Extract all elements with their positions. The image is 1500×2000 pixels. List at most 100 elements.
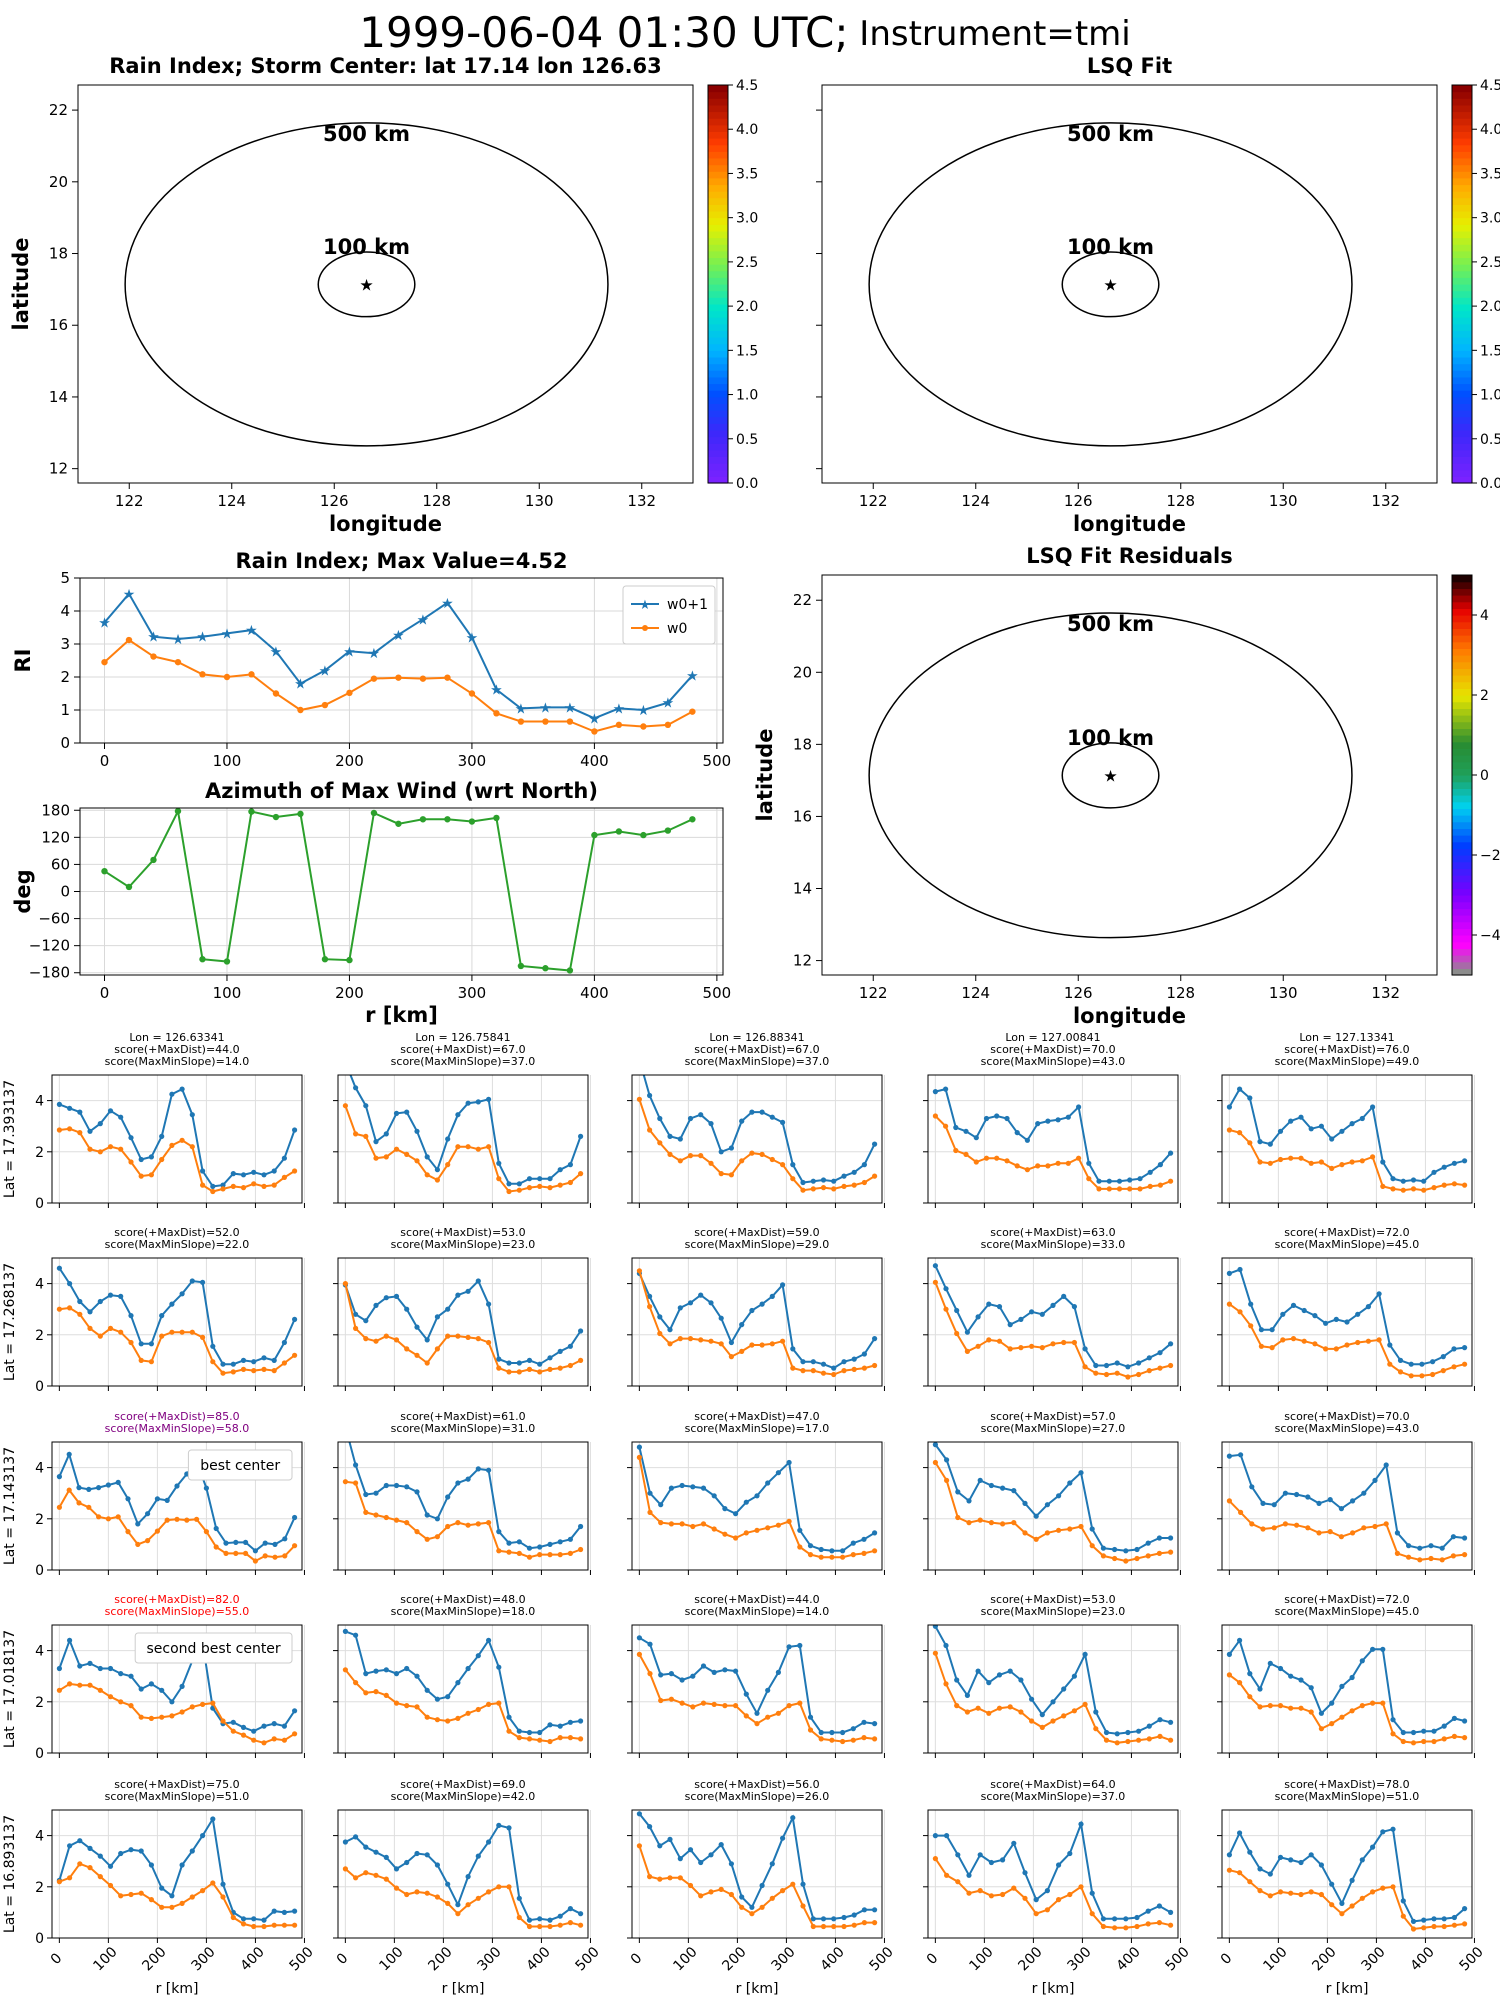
map-cell <box>183 230 190 235</box>
map-cell <box>427 217 434 222</box>
map-cell <box>516 369 523 374</box>
map-cell <box>266 320 273 325</box>
map-cell <box>125 436 132 441</box>
map-cell <box>292 141 299 146</box>
map-cell <box>414 347 421 352</box>
map-cell <box>491 127 498 132</box>
map-cell <box>145 374 152 379</box>
map-cell <box>119 432 126 437</box>
map-cell <box>202 145 209 150</box>
map-cell <box>446 168 453 173</box>
map-cell <box>503 118 510 123</box>
map-cell <box>138 427 145 432</box>
map-cell <box>132 150 139 155</box>
map-cell <box>311 168 318 173</box>
map-cell <box>157 284 164 289</box>
map-cell <box>529 306 536 311</box>
map-cell <box>324 114 331 119</box>
map-cell <box>401 342 408 347</box>
map-cell <box>279 414 286 419</box>
map-cell <box>324 342 331 347</box>
map-cell <box>228 329 235 334</box>
map-cell <box>516 262 523 267</box>
map-cell <box>292 271 299 276</box>
map-cell <box>311 432 318 437</box>
map-cell <box>337 208 344 213</box>
map-cell <box>535 436 542 441</box>
map-cell <box>132 221 139 226</box>
map-cell <box>241 181 248 186</box>
map-cell <box>375 342 382 347</box>
map-cell <box>234 266 241 271</box>
map-cell <box>484 185 491 190</box>
map-cell <box>362 172 369 177</box>
map-cell <box>119 154 126 159</box>
map-cell <box>324 275 331 280</box>
map-cell <box>401 436 408 441</box>
map-cell <box>151 123 158 128</box>
map-cell <box>311 320 318 325</box>
map-cell <box>407 387 414 392</box>
map-cell <box>215 181 222 186</box>
map-cell <box>369 432 376 437</box>
map-cell <box>190 315 197 320</box>
map-cell <box>247 132 254 137</box>
map-cell <box>414 383 421 388</box>
map-cell <box>254 441 261 446</box>
map-cell <box>459 445 466 450</box>
map-cell <box>286 208 293 213</box>
map-cell <box>427 280 434 285</box>
map-cell <box>362 154 369 159</box>
map-cell <box>388 378 395 383</box>
map-cell <box>298 181 305 186</box>
map-cell <box>177 374 184 379</box>
map-cell <box>388 356 395 361</box>
map-cell <box>292 441 299 446</box>
map-cell <box>503 190 510 195</box>
map-cell <box>215 118 222 123</box>
map-cell <box>222 127 229 132</box>
map-cell <box>350 360 357 365</box>
map-cell <box>215 423 222 428</box>
map-cell <box>298 401 305 406</box>
map-cell <box>350 374 357 379</box>
map-cell <box>202 266 209 271</box>
map-cell <box>157 275 164 280</box>
map-cell <box>234 396 241 401</box>
map-cell <box>266 414 273 419</box>
map-cell <box>427 414 434 419</box>
map-cell <box>382 176 389 181</box>
map-cell <box>318 414 325 419</box>
map-cell <box>273 230 280 235</box>
map-cell <box>241 338 248 343</box>
map-cell <box>388 275 395 280</box>
map-cell <box>497 208 504 213</box>
map-cell <box>241 150 248 155</box>
map-cell <box>138 378 145 383</box>
map-cell <box>337 150 344 155</box>
map-cell <box>190 208 197 213</box>
map-cell <box>503 159 510 164</box>
map-cell <box>183 360 190 365</box>
map-cell <box>356 181 363 186</box>
map-cell <box>414 266 421 271</box>
map-cell <box>234 432 241 437</box>
map-cell <box>503 289 510 294</box>
map-cell <box>266 235 273 240</box>
map-cell <box>362 396 369 401</box>
map-cell <box>516 374 523 379</box>
map-cell <box>145 401 152 406</box>
map-cell <box>414 329 421 334</box>
map-cell <box>497 311 504 316</box>
map-cell <box>369 311 376 316</box>
map-cell <box>388 190 395 195</box>
map-cell <box>125 378 132 383</box>
map-cell <box>350 414 357 419</box>
map-cell <box>529 432 536 437</box>
map-cell <box>484 154 491 159</box>
map-cell <box>292 410 299 415</box>
map-cell <box>311 239 318 244</box>
map-cell <box>337 396 344 401</box>
map-cell <box>305 163 312 168</box>
map-cell <box>305 159 312 164</box>
